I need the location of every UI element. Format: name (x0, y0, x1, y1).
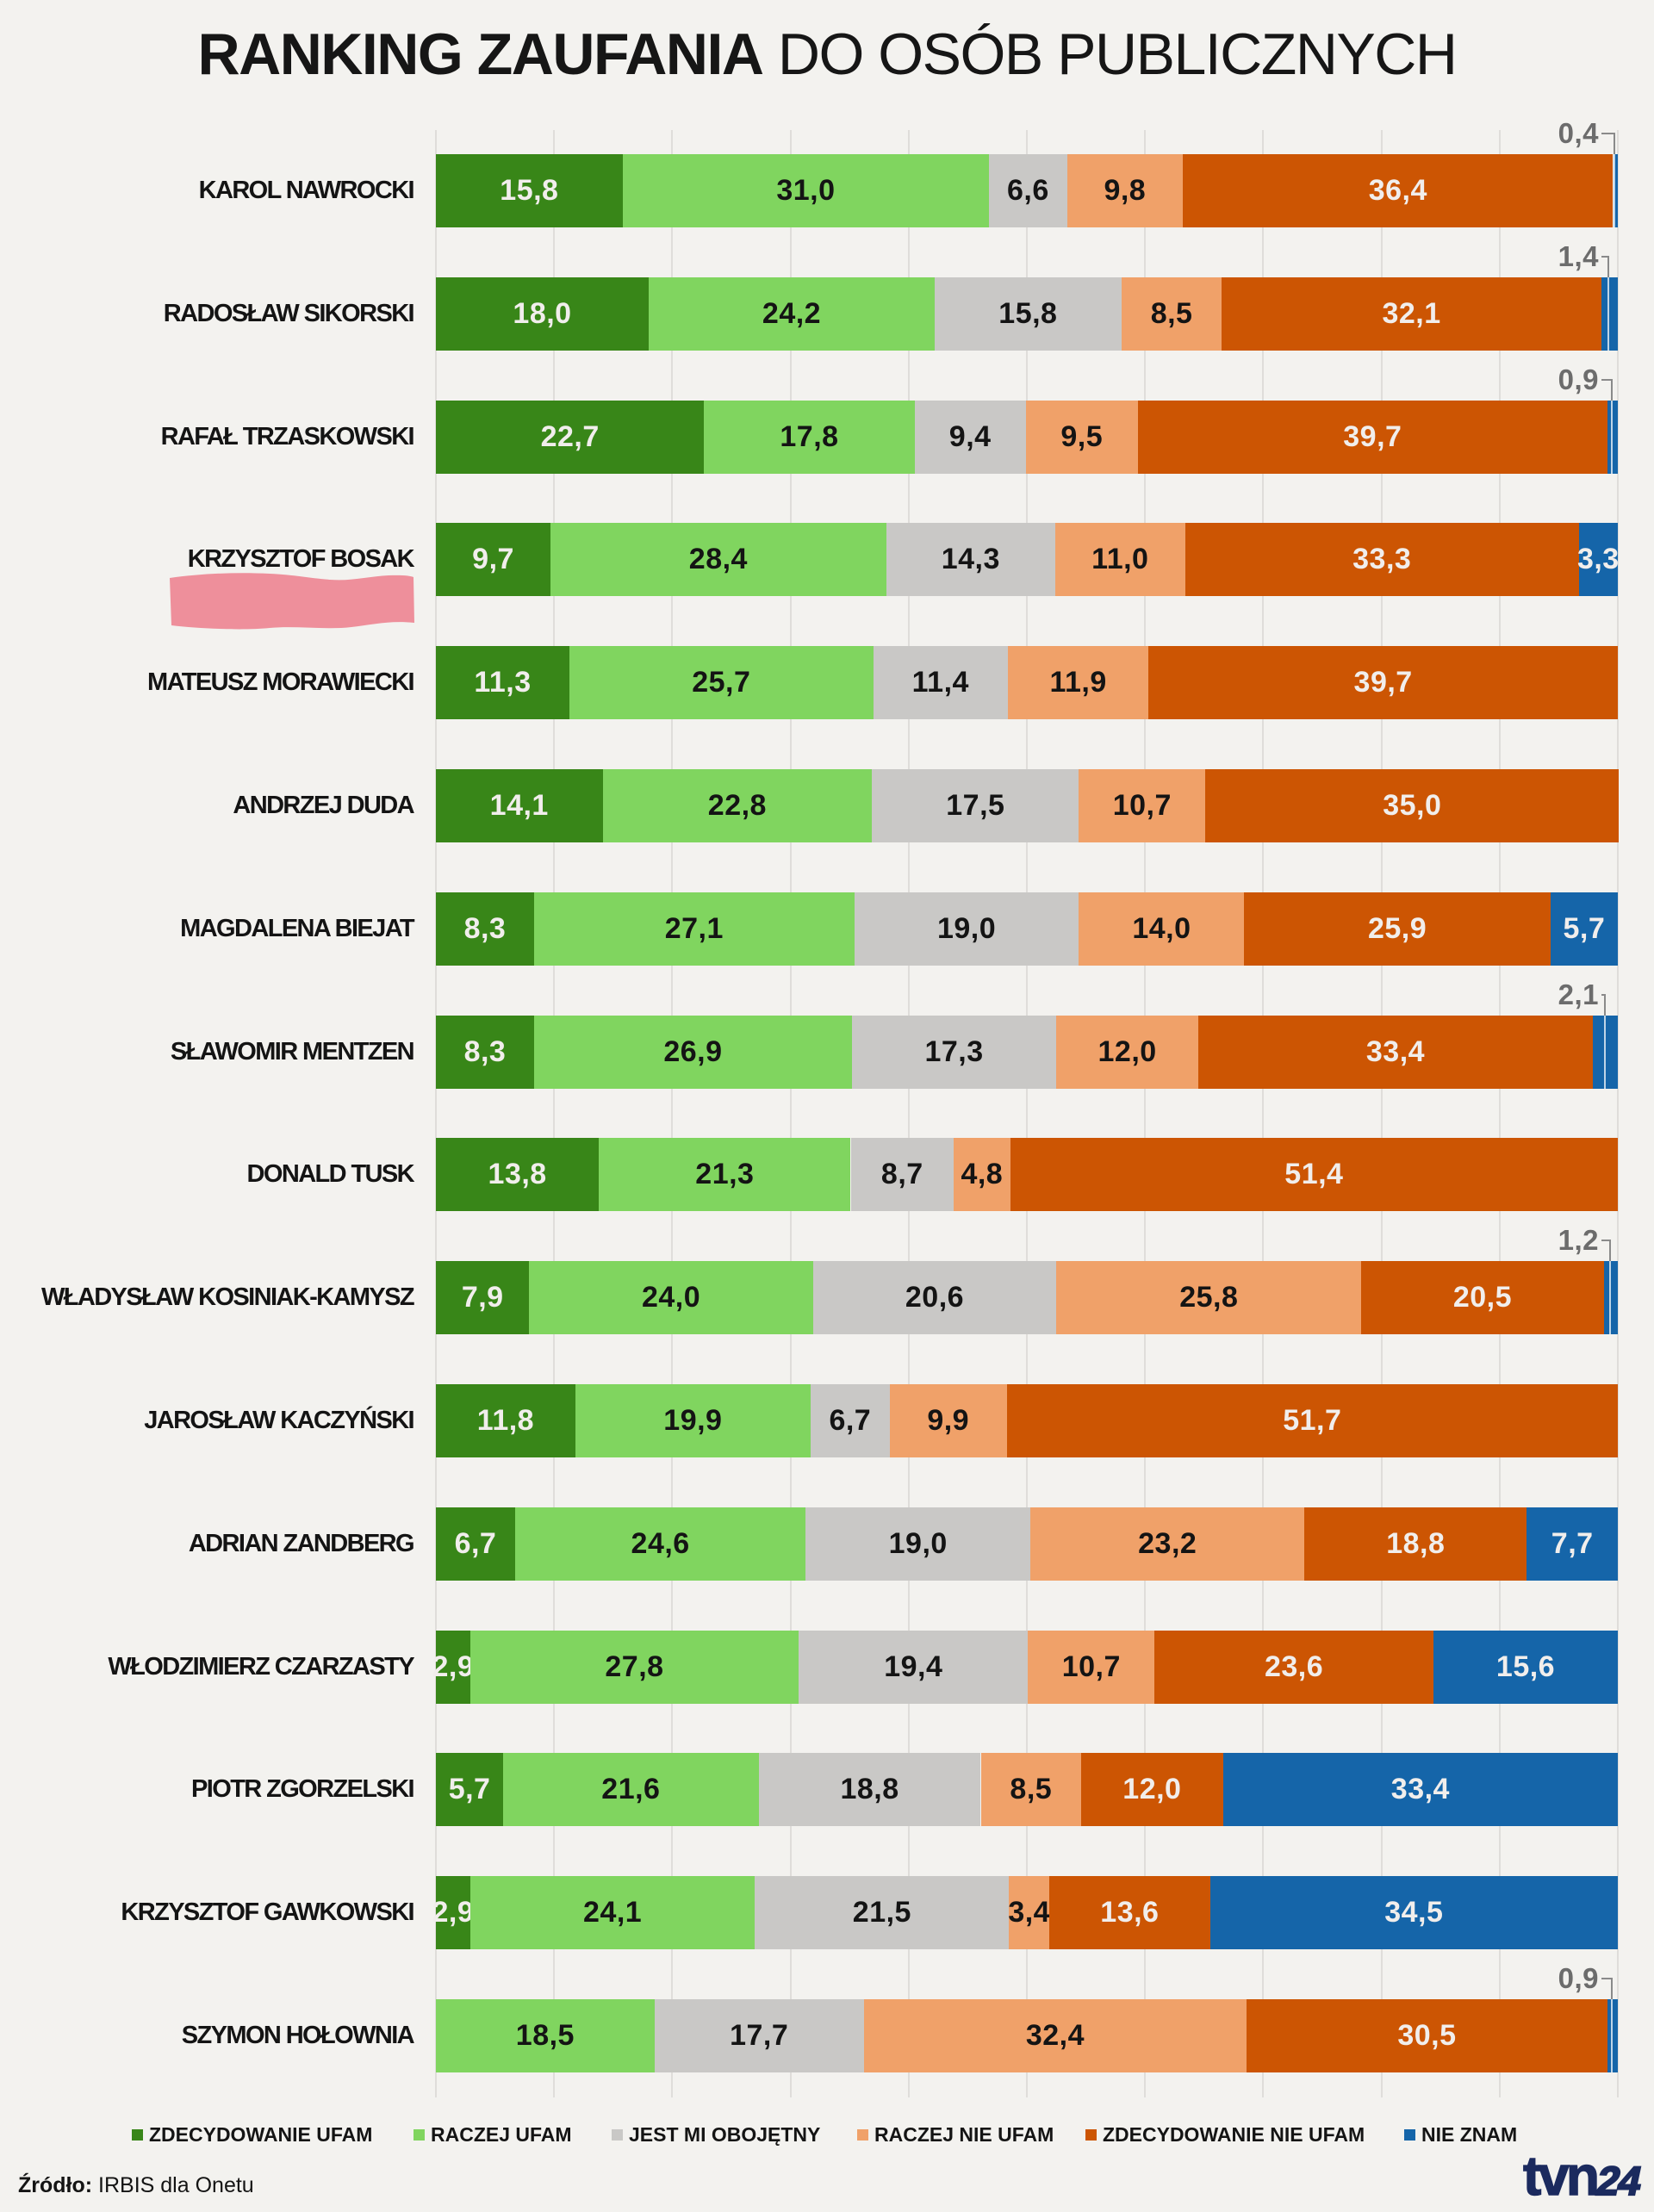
svg-text:tvn: tvn (1523, 2150, 1597, 2202)
svg-text:24: 24 (1593, 2159, 1646, 2202)
